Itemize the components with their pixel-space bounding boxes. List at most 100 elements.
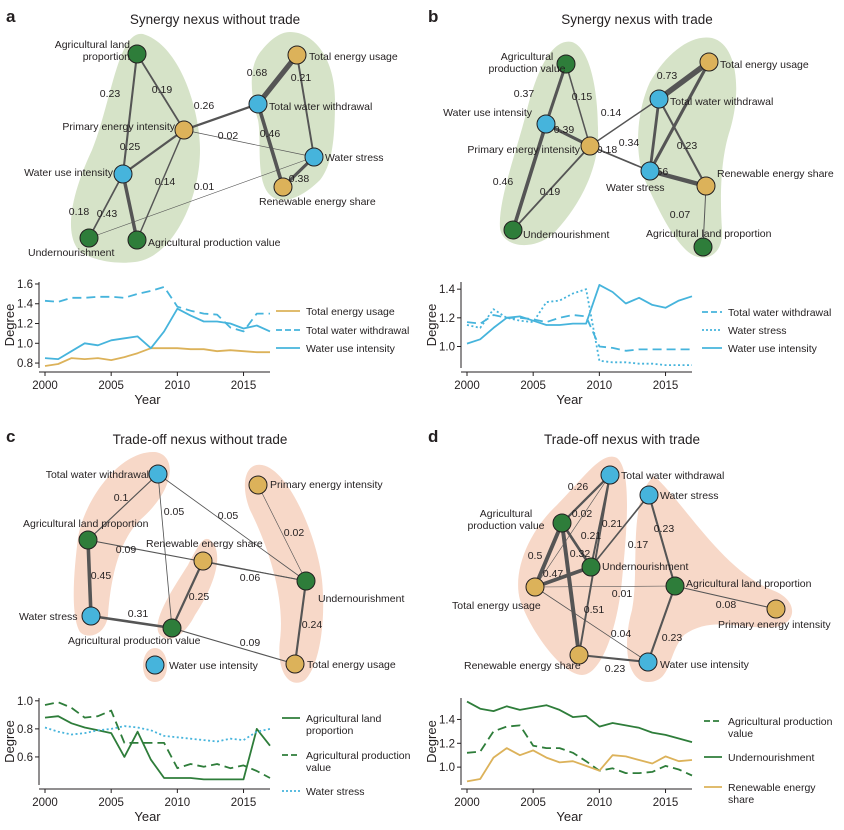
edge-water_int-agri_prod: [121, 172, 139, 242]
node-label-water_int: Water use intensity: [24, 167, 114, 179]
edge-weight-label: 0.73: [657, 70, 678, 82]
edge-weight-label: 0.23: [605, 663, 626, 675]
y-tick-label: 0.6: [17, 752, 33, 764]
legend-label: Water stress: [728, 325, 787, 337]
panel-letter: b: [428, 7, 438, 26]
node-agri_land: [693, 237, 713, 257]
edge-weight-label: 0.19: [152, 84, 173, 96]
node-label-water_int: Water use intensity: [169, 660, 259, 672]
node-renew: [569, 645, 589, 665]
edge-agri_land-water_stress: [86, 538, 93, 618]
panel-c-figure: c Trade-off nexus without trade 0.1 0.05 0.0…: [2, 427, 411, 824]
node-renew: [696, 176, 716, 196]
x-tick-label: 2000: [32, 797, 58, 809]
edge-prim_energy-undernour: [512, 145, 591, 231]
legend: Total energy usage Total water withdrawal…: [276, 306, 409, 355]
edge-weight-label: 0.14: [155, 176, 176, 188]
node-agri_land: [127, 44, 147, 64]
cluster-blob: [73, 451, 170, 636]
node-label-undernour: Undernourishment: [318, 593, 404, 605]
edge-weight-label: 0.46: [493, 176, 514, 188]
edge-weight-label: 0.23: [654, 523, 675, 535]
node-label-agri_prod-line: Agricultural: [501, 51, 554, 63]
panel-letter: a: [6, 7, 16, 26]
edge-prim_energy-undernour: [257, 484, 307, 582]
edge-agri_land-water_int: [646, 584, 677, 664]
node-water_stress: [639, 485, 659, 505]
node-label-undernour: Undernourishment: [602, 561, 688, 573]
node-label-tot_energy: Total energy usage: [307, 659, 396, 671]
edge-weight-label: 0.38: [289, 173, 310, 185]
y-tick-label: 0.8: [17, 358, 33, 370]
edge-weight-label: 0.1: [114, 492, 129, 504]
node-agri_land: [78, 530, 98, 550]
node-tot_energy: [287, 45, 307, 65]
edge-prim_energy-tot_water: [182, 102, 260, 132]
node-label-tot_energy: Total energy usage: [452, 600, 541, 612]
y-tick-label: 1.0: [17, 338, 33, 350]
series-line-0: [44, 715, 271, 781]
edge-water_int-undernour: [88, 173, 124, 239]
edge-weight-label: 0.45: [91, 570, 112, 582]
node-agri_prod: [556, 54, 576, 74]
y-axis-label: Degree: [424, 720, 439, 763]
node-label-prim_energy: Primary energy intensity: [62, 121, 175, 133]
node-prim_energy: [580, 136, 600, 156]
node-label-renew: Renewable energy share: [717, 168, 834, 180]
edge-agri_prod-tot_energy: [171, 627, 296, 665]
x-axis-label: Year: [556, 392, 583, 405]
edge-prim_energy-water_int: [121, 128, 186, 176]
line-chart: 0.8 1.0 1.2 1.4 1.6 2000 2005 2010 2015 Year Degre…: [2, 279, 271, 407]
node-undernour: [79, 228, 99, 248]
node-label-tot_water: Total water withdrawal: [46, 469, 149, 481]
edge-agri_land-water_int: [121, 52, 139, 176]
line-chart: 1.0 1.2 1.4 2000 2005 2010 2015 Year Degree: [424, 282, 693, 407]
y-axis-label: Degree: [2, 720, 17, 763]
series-line-2: [466, 283, 693, 345]
x-tick-label: 2000: [454, 797, 480, 809]
node-tot_energy: [525, 577, 545, 597]
edge-tot_energy-water_stress: [296, 54, 315, 158]
node-label-agri_prod: Agricultural production value: [148, 237, 281, 249]
legend-label: Water use intensity: [306, 343, 396, 355]
edge-weight-label: 0.18: [69, 206, 90, 218]
node-prim_energy: [174, 120, 194, 140]
edge-weight-label: 0.04: [611, 628, 632, 640]
node-prim_energy: [248, 475, 268, 495]
node-label-water_stress: Water stress: [660, 490, 719, 502]
edge-tot_water-agri_prod: [560, 473, 612, 525]
edge-weight-label: 0.24: [302, 619, 323, 631]
edge-weight-label: 0.68: [247, 67, 268, 79]
node-label-undernour: Undernourishment: [523, 229, 609, 241]
legend: Agricultural production value Undernourish…: [704, 716, 833, 806]
edge-weight-label: 0.51: [584, 604, 605, 616]
cluster-blob: [518, 456, 627, 675]
panel-d: d Trade-off nexus with trade 0.26 0.21 0.02 0…: [422, 420, 844, 830]
panel-letter: c: [6, 427, 15, 446]
node-tot_water: [248, 94, 268, 114]
x-tick-label: 2010: [165, 797, 191, 809]
node-label-agri_land: Agricultural land proportion: [686, 578, 812, 590]
edge-renew-agri_prod: [170, 559, 205, 630]
node-tot_energy: [699, 52, 719, 72]
node-label-renew: Renewable energy share: [146, 538, 263, 550]
edge-weight-label: 0.14: [601, 107, 622, 119]
edge-weight-label: 0.05: [164, 506, 185, 518]
edge-agri_land-prim_energy: [136, 53, 185, 131]
legend-label: Water use intensity: [728, 343, 818, 355]
edge-weight-label: 0.01: [194, 181, 215, 193]
edge-prim_energy-agri_prod: [136, 129, 185, 241]
x-tick-label: 2005: [98, 797, 124, 809]
legend-label: Total water withdrawal: [728, 307, 831, 319]
node-water_stress: [640, 161, 660, 181]
edge-tot_energy-agri_land: [534, 585, 676, 588]
legend: Total water withdrawal Water stress Water …: [702, 307, 831, 355]
edge-water_stress-agri_prod: [89, 614, 174, 630]
edge-weight-label: 0.26: [568, 481, 589, 493]
node-label-tot_energy: Total energy usage: [720, 59, 809, 71]
x-tick-label: 2000: [454, 380, 480, 392]
node-water_int: [638, 652, 658, 672]
edge-prim_energy-water_stress: [183, 129, 315, 158]
node-label-agri_land-line: Agricultural land: [55, 39, 130, 51]
series-line-0: [44, 347, 270, 367]
